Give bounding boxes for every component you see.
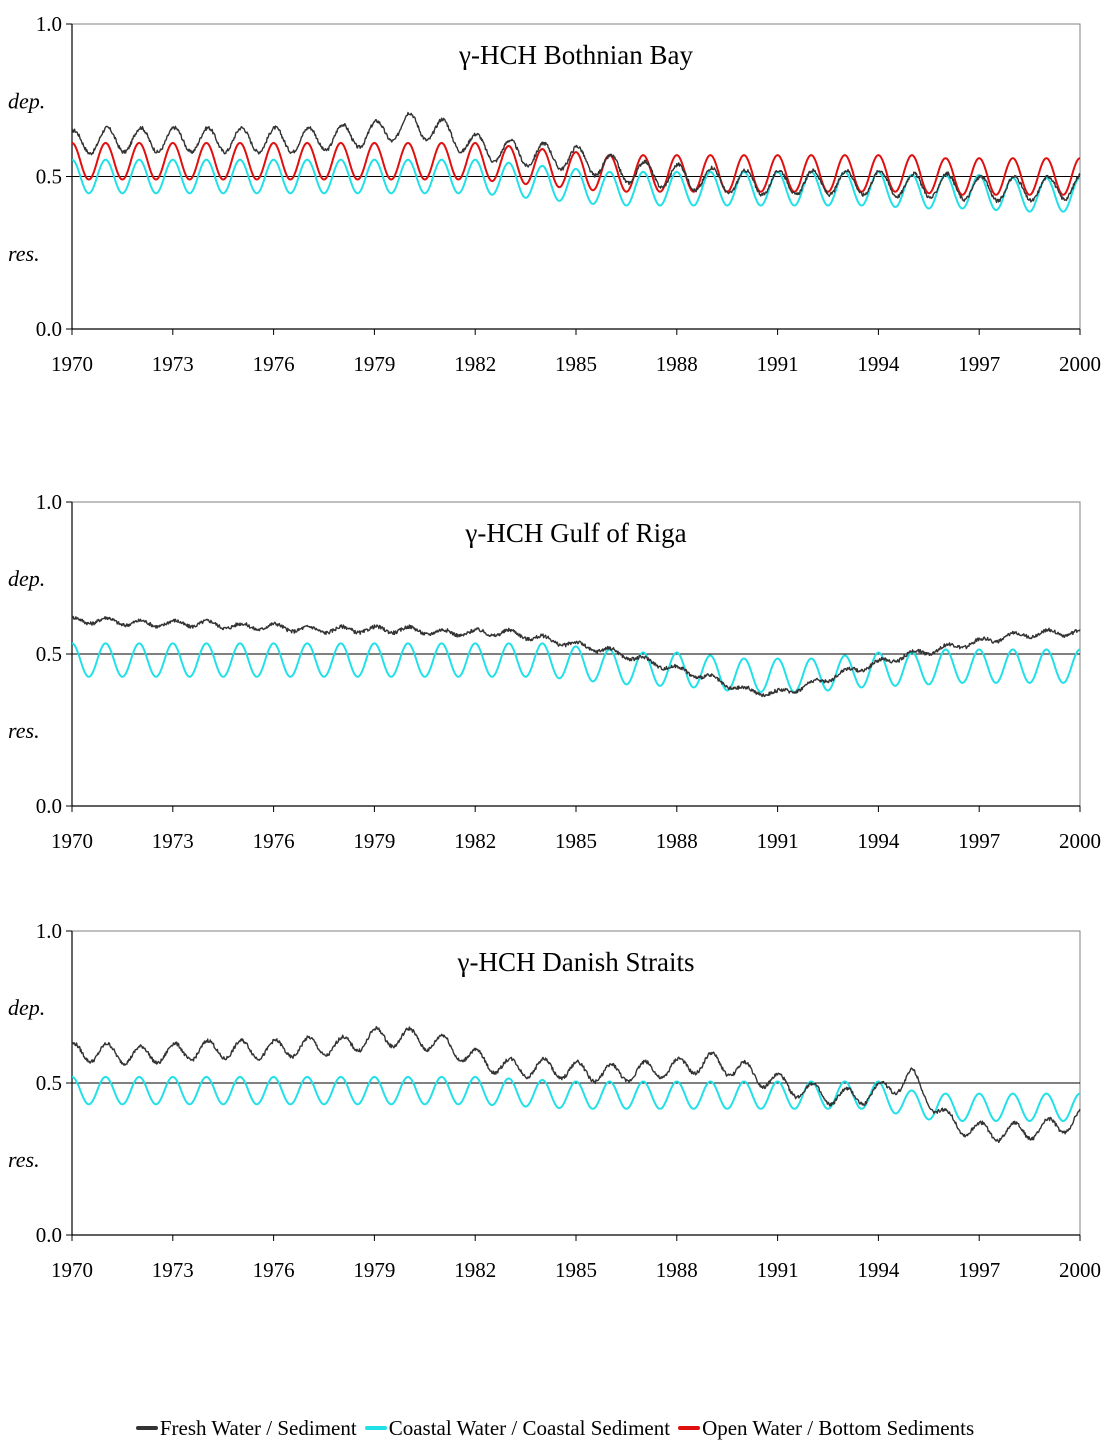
x-tick-label: 1994 <box>857 1258 900 1282</box>
chart-title: γ-HCH Gulf of Riga <box>464 518 686 548</box>
x-tick-label: 1979 <box>353 1258 395 1282</box>
series-line-fresh-water-sediment <box>71 615 1081 698</box>
x-tick-label: 1985 <box>555 1258 597 1282</box>
x-tick-label: 2000 <box>1059 829 1101 853</box>
x-tick-label: 1997 <box>958 1258 1000 1282</box>
legend-swatch-fresh-water <box>135 1426 158 1430</box>
x-tick-label: 1976 <box>253 829 295 853</box>
x-tick-label: 1973 <box>152 1258 194 1282</box>
dep-label: dep. <box>8 995 45 1020</box>
x-tick-label: 1973 <box>152 352 194 376</box>
y-tick-label: 1.0 <box>36 12 62 36</box>
series-line-coastal-water-coastal-sediment <box>71 1075 1081 1122</box>
y-tick-label: 0.0 <box>36 1223 62 1247</box>
x-tick-label: 1982 <box>454 1258 496 1282</box>
legend-swatch-coastal-water <box>364 1426 387 1430</box>
x-tick-label: 1991 <box>757 829 799 853</box>
legend-item-coastal-water: Coastal Water / Coastal Sediment <box>364 1415 671 1441</box>
x-tick-label: 1982 <box>454 352 496 376</box>
x-tick-label: 2000 <box>1059 1258 1101 1282</box>
x-tick-label: 1979 <box>353 829 395 853</box>
chart-title: γ-HCH Bothnian Bay <box>458 40 693 70</box>
x-tick-label: 1997 <box>958 829 1000 853</box>
x-tick-label: 1970 <box>51 1258 93 1282</box>
x-tick-label: 1985 <box>555 352 597 376</box>
legend-item-fresh-water: Fresh Water / Sediment <box>135 1415 357 1441</box>
y-tick-label: 1.0 <box>36 919 62 943</box>
y-tick-label: 0.0 <box>36 794 62 818</box>
legend-item-open-water: Open Water / Bottom Sediments <box>678 1416 974 1441</box>
chart-panel-1: 0.0 0.5 1.0 1970 1973 1976 1979 1982 1985 1988 199… <box>8 12 1101 376</box>
chart-panel-2: 0.0 0.5 1.0 1970 1973 1976 1979 1982 1985 1988 199… <box>8 490 1101 853</box>
x-tick-label: 1973 <box>152 829 194 853</box>
legend-label-fresh-water: Fresh Water / Sediment <box>159 1415 357 1440</box>
legend-label-open-water: Open Water / Bottom Sediments <box>702 1415 975 1440</box>
series-line-open-water-bottom-sediments <box>71 141 1081 196</box>
x-tick-label: 1985 <box>555 829 597 853</box>
res-label: res. <box>8 718 40 743</box>
series-line-fresh-water-sediment <box>71 111 1081 204</box>
x-tick-label: 1994 <box>857 829 900 853</box>
legend: Fresh Water / Sediment Coastal Water / C… <box>0 1410 1110 1446</box>
legend-label-coastal-water: Coastal Water / Coastal Sediment <box>388 1415 671 1440</box>
x-tick-label: 1970 <box>51 352 93 376</box>
series-line-coastal-water-coastal-sediment <box>71 642 1081 693</box>
x-tick-label: 2000 <box>1059 352 1101 376</box>
y-tick-label: 0.0 <box>36 317 62 341</box>
series-line-fresh-water-sediment <box>71 1025 1081 1144</box>
dep-label: dep. <box>8 88 45 113</box>
dep-label: dep. <box>8 566 45 591</box>
series-line-coastal-water-coastal-sediment <box>71 158 1081 213</box>
x-tick-label: 1979 <box>353 352 395 376</box>
x-tick-label: 1976 <box>253 1258 295 1282</box>
y-tick-label: 1.0 <box>36 490 62 514</box>
x-tick-label: 1991 <box>757 352 799 376</box>
x-tick-label: 1988 <box>656 829 698 853</box>
x-tick-label: 1976 <box>253 352 295 376</box>
chart-title: γ-HCH Danish Straits <box>457 947 695 977</box>
x-tick-label: 1988 <box>656 352 698 376</box>
res-label: res. <box>8 1147 40 1172</box>
chart-panel-3: 0.0 0.5 1.0 1970 1973 1976 1979 1982 1985 1988 199… <box>8 919 1101 1282</box>
charts-canvas: 0.0 0.5 1.0 1970 1973 1976 1979 1982 1985 1988 199… <box>8 12 1101 1282</box>
x-tick-label: 1994 <box>857 352 900 376</box>
x-tick-label: 1988 <box>656 1258 698 1282</box>
x-tick-label: 1991 <box>757 1258 799 1282</box>
y-tick-label: 0.5 <box>36 1071 62 1095</box>
res-label: res. <box>8 241 40 266</box>
x-tick-label: 1970 <box>51 829 93 853</box>
x-tick-label: 1997 <box>958 352 1000 376</box>
y-tick-label: 0.5 <box>36 165 62 189</box>
x-tick-label: 1982 <box>454 829 496 853</box>
legend-swatch-open-water <box>678 1426 701 1430</box>
y-tick-label: 0.5 <box>36 642 62 666</box>
